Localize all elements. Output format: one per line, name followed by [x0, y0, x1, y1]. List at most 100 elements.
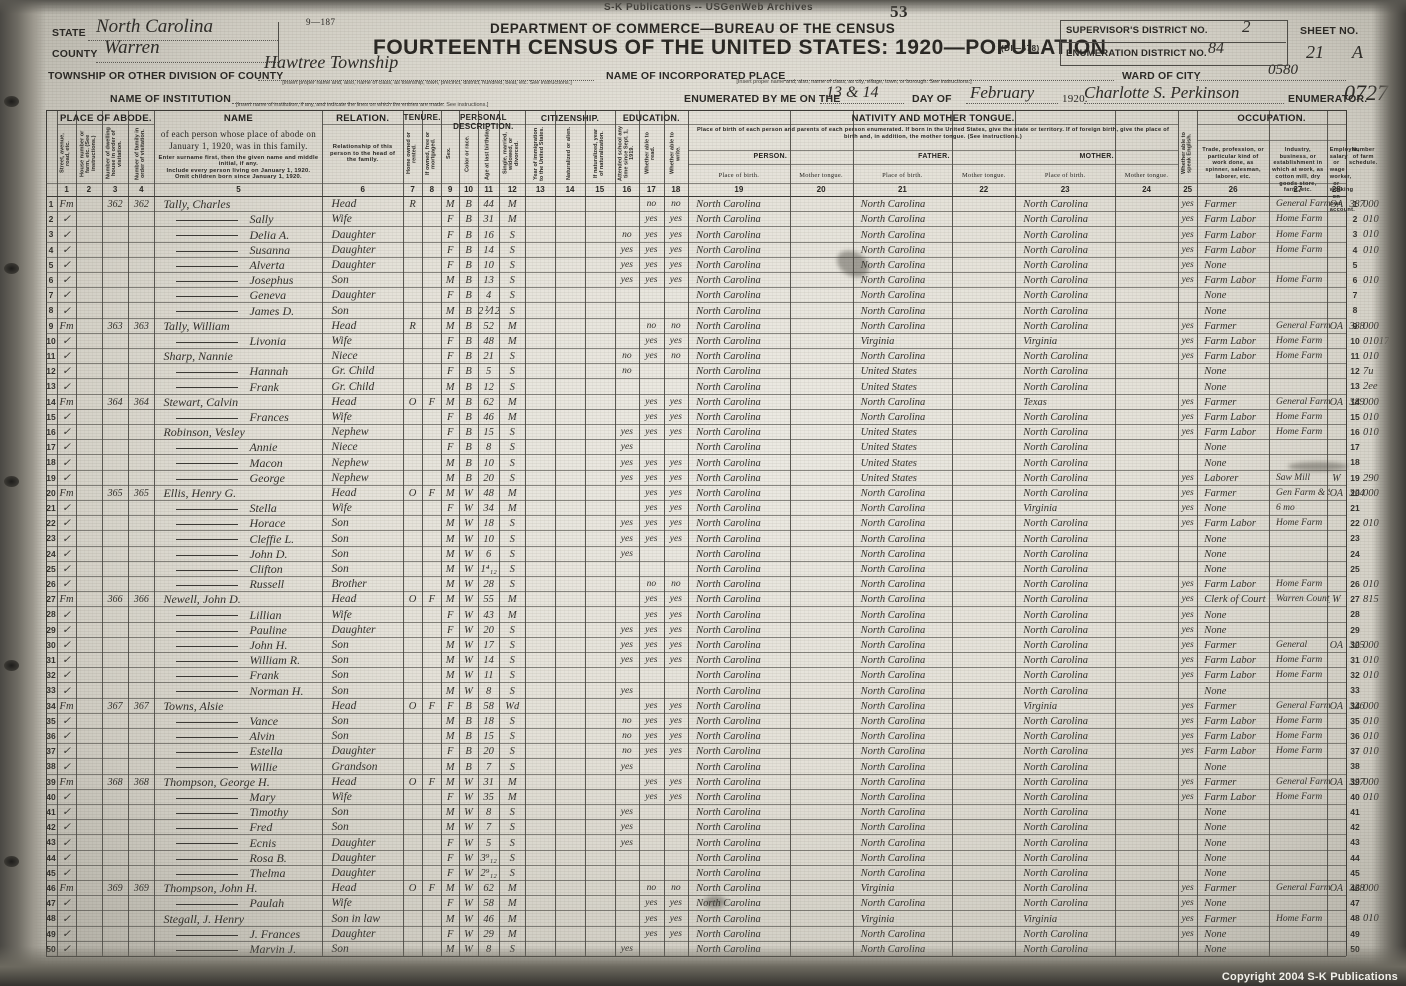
table-cell[interactable]: yes [669, 731, 682, 742]
table-cell[interactable]: North Carolina [860, 199, 926, 211]
table-cell[interactable]: ✓ [62, 913, 71, 925]
table-cell[interactable]: 8 [486, 442, 492, 454]
table-cell[interactable]: yes [1181, 320, 1194, 331]
table-cell[interactable]: 7 [486, 822, 492, 834]
table-cell[interactable]: yes [1181, 624, 1194, 635]
table-cell[interactable]: Home Farm [1276, 244, 1323, 255]
table-cell[interactable]: North Carolina [1023, 746, 1088, 758]
table-cell[interactable]: Virginia [1023, 336, 1058, 347]
table-cell[interactable]: M [445, 533, 455, 545]
table-cell[interactable]: M [445, 685, 455, 697]
table-cell[interactable]: M [445, 305, 455, 317]
table-cell[interactable]: North Carolina [1023, 366, 1088, 378]
table-cell[interactable]: S [509, 852, 515, 864]
table-cell[interactable]: Son [331, 684, 349, 697]
table-cell[interactable]: None [1204, 807, 1227, 819]
table-cell[interactable]: 326 [1349, 700, 1365, 712]
table-cell[interactable]: Wife [331, 411, 352, 423]
table-cell[interactable]: M [445, 716, 455, 727]
table-cell[interactable]: yes [620, 472, 633, 483]
table-cell[interactable]: S [509, 640, 515, 651]
table-cell[interactable]: 18 [483, 716, 494, 727]
table-cell[interactable]: 58 [483, 898, 494, 910]
table-cell[interactable]: W [464, 594, 473, 606]
table-cell[interactable]: yes [1181, 731, 1194, 742]
table-cell[interactable]: 3⁹₁₂ [480, 852, 497, 864]
table-cell[interactable]: North Carolina [860, 837, 926, 849]
table-cell[interactable]: yes [1181, 898, 1194, 909]
table-cell[interactable]: W [464, 776, 473, 788]
table-cell[interactable]: 365 [133, 488, 149, 499]
table-cell[interactable]: United States [860, 457, 917, 469]
table-cell[interactable]: Annie [249, 440, 278, 455]
table-cell[interactable]: Sally [249, 212, 274, 227]
table-cell[interactable]: North Carolina [696, 442, 761, 454]
table-cell[interactable]: O [408, 776, 417, 788]
table-cell[interactable]: O [408, 488, 417, 499]
table-cell[interactable]: North Carolina [1023, 229, 1088, 241]
table-cell[interactable]: M [507, 396, 517, 408]
table-cell[interactable]: Head [331, 198, 357, 211]
table-cell[interactable]: Daughter [331, 243, 376, 256]
table-cell[interactable]: North Carolina [1023, 351, 1088, 363]
table-cell[interactable]: yes [669, 214, 682, 225]
table-cell[interactable]: None [1204, 533, 1227, 545]
table-cell[interactable]: 389 [1349, 396, 1365, 408]
table-cell[interactable]: North Carolina [696, 290, 761, 302]
table-cell[interactable]: Daughter [331, 851, 376, 864]
table-cell[interactable]: M [445, 381, 455, 393]
table-cell[interactable]: 17 [483, 640, 494, 651]
table-cell[interactable]: Virginia [1023, 700, 1058, 712]
table-cell[interactable]: Daughter [331, 745, 376, 758]
table-cell[interactable]: North Carolina [696, 852, 761, 864]
table-cell[interactable]: Farm Labor [1204, 351, 1256, 363]
table-cell[interactable]: 324 [1349, 488, 1365, 499]
table-cell[interactable]: Farm Labor [1204, 244, 1256, 256]
table-cell[interactable]: Son [331, 669, 349, 682]
table-cell[interactable]: None [1204, 366, 1227, 378]
table-cell[interactable]: F [446, 898, 454, 910]
table-cell[interactable]: M [507, 336, 517, 347]
table-cell[interactable]: North Carolina [696, 336, 761, 347]
table-cell[interactable]: 8 [486, 807, 492, 819]
table-cell[interactable]: North Carolina [860, 351, 926, 363]
table-cell[interactable]: General Farm [1276, 320, 1330, 331]
table-cell[interactable]: ✓ [62, 548, 71, 560]
township-value[interactable]: Hawtree Township [264, 52, 399, 72]
table-cell[interactable]: Niece [331, 441, 358, 454]
table-cell[interactable]: Stegall, J. Henry [163, 911, 245, 926]
table-cell[interactable]: ✓ [62, 898, 71, 910]
table-cell[interactable]: S [509, 244, 515, 256]
table-cell[interactable]: ✓ [62, 807, 71, 819]
table-cell[interactable]: 2⅟12 [478, 305, 500, 317]
table-cell[interactable]: Farmer [1204, 199, 1237, 211]
table-cell[interactable]: North Carolina [696, 427, 761, 439]
table-cell[interactable]: Farmer [1204, 396, 1237, 408]
table-cell[interactable]: yes [669, 746, 682, 757]
table-cell[interactable]: S [509, 518, 515, 530]
table-cell[interactable]: None [1204, 305, 1227, 317]
table-cell[interactable]: United States [860, 366, 917, 378]
table-cell[interactable]: None [1204, 381, 1227, 393]
table-cell[interactable]: 43 [483, 609, 494, 621]
table-cell[interactable]: 369 [107, 883, 123, 895]
table-cell[interactable]: yes [645, 275, 658, 286]
table-cell[interactable]: Home Farm [1276, 716, 1323, 726]
table-cell[interactable]: 365 [107, 488, 123, 499]
table-cell[interactable]: North Carolina [860, 852, 926, 864]
table-cell[interactable]: Texas [1023, 396, 1047, 408]
table-cell[interactable]: North Carolina [1023, 579, 1088, 591]
table-cell[interactable]: North Carolina [860, 655, 926, 667]
table-cell[interactable]: yes [669, 609, 682, 620]
table-cell[interactable]: M [507, 412, 517, 423]
table-cell[interactable]: yes [1181, 700, 1194, 711]
table-cell[interactable]: S [509, 275, 515, 287]
table-cell[interactable]: M [445, 670, 455, 682]
table-cell[interactable]: W [464, 609, 473, 621]
table-cell[interactable]: Towns, Alsie [163, 698, 224, 713]
table-cell[interactable]: North Carolina [1023, 640, 1088, 651]
table-cell[interactable]: yes [645, 214, 658, 225]
table-cell[interactable]: 48 [483, 336, 494, 347]
table-cell[interactable]: Home Farm [1276, 731, 1323, 742]
table-cell[interactable]: North Carolina [696, 396, 761, 408]
